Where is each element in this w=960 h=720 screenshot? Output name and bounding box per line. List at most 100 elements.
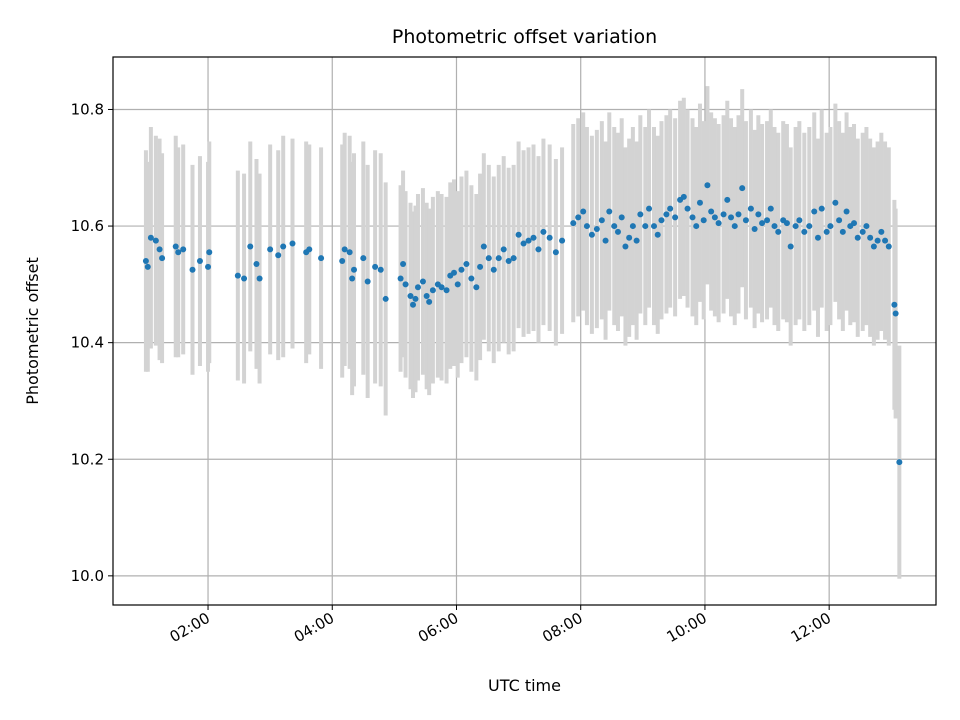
data-point	[618, 214, 625, 221]
data-point	[839, 228, 846, 235]
data-point	[836, 217, 843, 224]
data-point	[234, 272, 241, 279]
data-point	[658, 217, 665, 224]
data-point	[747, 205, 754, 212]
data-point	[614, 228, 621, 235]
data-point	[410, 301, 417, 308]
data-point	[787, 243, 794, 250]
data-point	[775, 228, 782, 235]
data-point	[867, 234, 874, 241]
data-point	[764, 217, 771, 224]
data-point	[696, 199, 703, 206]
data-point	[689, 214, 696, 221]
data-point	[480, 243, 487, 250]
data-point	[728, 214, 735, 221]
data-point	[602, 237, 609, 244]
data-point	[896, 459, 903, 466]
data-point	[256, 275, 263, 282]
data-point	[832, 199, 839, 206]
data-point	[247, 243, 254, 250]
data-point	[801, 228, 808, 235]
data-point	[827, 223, 834, 230]
data-point	[874, 237, 881, 244]
data-point	[878, 228, 885, 235]
data-point	[633, 237, 640, 244]
data-point	[142, 258, 149, 265]
data-point	[885, 243, 892, 250]
data-point	[575, 214, 582, 221]
data-point	[443, 287, 450, 294]
data-point	[731, 223, 738, 230]
data-point	[751, 225, 758, 232]
data-point	[180, 246, 187, 253]
data-point	[515, 231, 522, 238]
data-point	[663, 211, 670, 218]
data-point	[253, 260, 260, 267]
data-point	[693, 223, 700, 230]
data-point	[892, 310, 899, 317]
data-point	[711, 214, 718, 221]
data-point	[818, 205, 825, 212]
data-point	[510, 255, 517, 262]
data-point	[863, 223, 870, 230]
data-point	[742, 217, 749, 224]
data-point	[535, 246, 542, 253]
data-point	[500, 246, 507, 253]
data-point	[611, 223, 618, 230]
data-point	[377, 266, 384, 273]
data-point	[350, 266, 357, 273]
data-point	[814, 234, 821, 241]
data-point	[275, 252, 282, 259]
data-point	[426, 298, 433, 305]
data-point	[159, 255, 166, 262]
data-point	[606, 208, 613, 215]
data-point	[552, 249, 559, 256]
data-point	[339, 258, 346, 265]
data-point	[580, 208, 587, 215]
data-point	[360, 255, 367, 262]
data-point	[451, 269, 458, 276]
data-point	[672, 214, 679, 221]
data-point	[438, 284, 445, 291]
data-point	[346, 249, 353, 256]
data-point	[407, 293, 414, 300]
data-point	[412, 295, 419, 302]
data-point	[854, 234, 861, 241]
data-point	[477, 263, 484, 270]
data-point	[289, 240, 296, 247]
data-point	[651, 223, 658, 230]
data-point	[267, 246, 274, 253]
data-point	[505, 258, 512, 265]
data-point	[859, 228, 866, 235]
data-point	[156, 246, 163, 253]
data-point	[429, 287, 436, 294]
y-axis: 10.0 10.2 10.4 10.6 10.8	[71, 100, 113, 585]
data-point	[708, 208, 715, 215]
data-point	[341, 246, 348, 253]
data-point	[767, 205, 774, 212]
data-point	[759, 220, 766, 227]
y-tick-label: 10.2	[71, 450, 104, 468]
data-point	[792, 223, 799, 230]
data-point	[419, 278, 426, 285]
data-point	[720, 211, 727, 218]
data-point	[414, 284, 421, 291]
data-point	[397, 275, 404, 282]
data-point	[423, 293, 430, 300]
data-point	[843, 208, 850, 215]
data-point	[382, 295, 389, 302]
data-point	[806, 223, 813, 230]
data-point	[147, 234, 154, 241]
data-point	[715, 220, 722, 227]
data-point	[152, 237, 159, 244]
data-point	[823, 228, 830, 235]
data-point	[667, 205, 674, 212]
plot-frame	[112, 56, 937, 606]
y-axis-label: Photometric offset	[23, 257, 42, 405]
data-point	[364, 278, 371, 285]
data-point	[796, 217, 803, 224]
data-points	[142, 182, 903, 466]
data-point	[783, 220, 790, 227]
data-point	[654, 231, 661, 238]
